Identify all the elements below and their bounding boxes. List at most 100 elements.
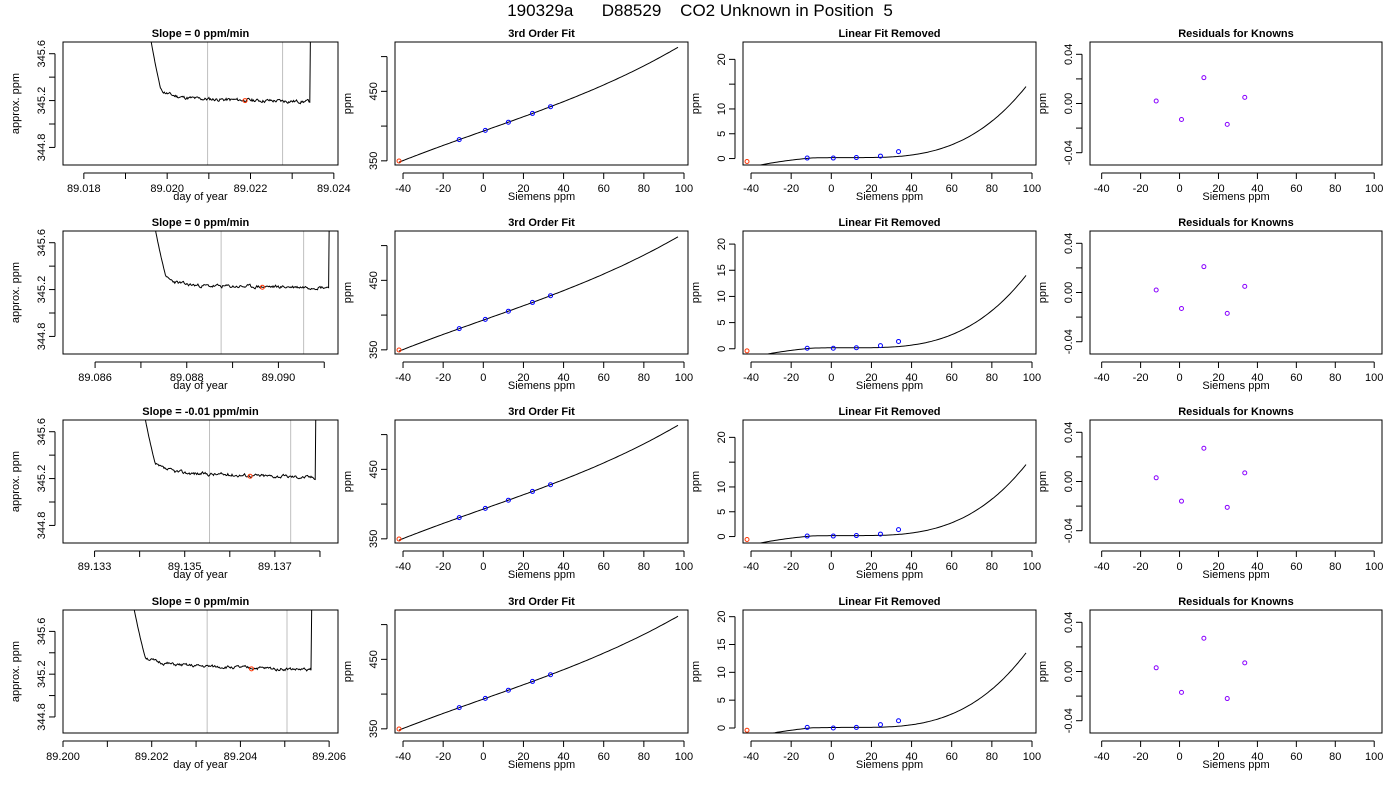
- y-tick-label: 20: [716, 238, 728, 250]
- y-tick-label: 0.00: [1063, 282, 1075, 303]
- y-tick-label: 344.8: [36, 134, 48, 162]
- x-tick-label: -40: [743, 372, 759, 384]
- y-tick-label: 345.6: [36, 229, 48, 257]
- known-point: [830, 725, 836, 731]
- plot-frame: [742, 230, 1037, 355]
- panel-2-2: 3rd Order Fit -40 -20 0 20 40 60 80 100 Siemens p…: [342, 217, 693, 392]
- y-tick-label: 0: [716, 346, 728, 352]
- y-tick-label: 0: [716, 155, 728, 161]
- x-tick-label: 80: [638, 751, 650, 763]
- y-tick-label: 0: [716, 533, 728, 539]
- x-tick-label: 89.086: [78, 372, 112, 384]
- x-tick-label: 80: [1329, 751, 1341, 763]
- y-tick-label: 345.2: [36, 87, 48, 115]
- x-tick-label: 60: [598, 183, 610, 195]
- x-tick-label: -20: [435, 372, 451, 384]
- residual-point: [1224, 696, 1230, 702]
- x-tick-label: 40: [905, 183, 917, 195]
- panel-3-4: Residuals for Knowns -40 -20 0 20 40 60 80 100 Si…: [1037, 406, 1383, 581]
- known-point: [896, 149, 902, 155]
- y-axis-label: approx. ppm: [10, 262, 22, 323]
- x-tick-label: -40: [395, 561, 411, 573]
- known-point: [804, 345, 810, 351]
- x-tick-label: 89.200: [46, 751, 80, 763]
- known-point: [877, 531, 883, 537]
- fit-curve: [398, 615, 679, 731]
- x-axis-label: Siemens ppm: [1202, 569, 1269, 581]
- x-tick-label: 100: [675, 183, 693, 195]
- x-axis-label: Siemens ppm: [508, 759, 575, 771]
- plot-frame: [62, 609, 339, 734]
- x-tick-label: 100: [1365, 372, 1383, 384]
- x-tick-label: 40: [557, 183, 569, 195]
- x-tick-label: -40: [1094, 183, 1110, 195]
- y-tick-label: 350: [368, 152, 380, 170]
- data-trace: [155, 231, 330, 291]
- plot-frame: [1089, 419, 1383, 544]
- plot-frame: [394, 419, 689, 544]
- residual-point: [1178, 116, 1184, 122]
- y-tick-label: 350: [368, 720, 380, 738]
- x-tick-label: 20: [517, 561, 529, 573]
- x-tick-label: 100: [1023, 561, 1041, 573]
- panel-4-1: Slope = 0 ppm/min 89.200 89.202 89.204 89.20…: [10, 596, 346, 771]
- plot-area: [396, 236, 679, 353]
- residual-curve: [765, 275, 1027, 354]
- x-tick-label: 60: [946, 751, 958, 763]
- mean-point: [242, 98, 248, 104]
- page-title: 190329a D88529 CO2 Unknown in Position 5: [507, 1, 893, 20]
- plot-frame: [1089, 609, 1383, 734]
- x-tick-label: 89.024: [317, 183, 351, 195]
- y-tick-label: 345.2: [36, 465, 48, 493]
- x-tick-label: -20: [783, 372, 799, 384]
- residual-point: [1201, 264, 1207, 270]
- x-axis-label: Siemens ppm: [856, 380, 923, 392]
- x-tick-label: 0: [480, 561, 486, 573]
- panel-1-4: Residuals for Knowns -40 -20 0 20 40 60 80 100 Si…: [1037, 28, 1383, 203]
- known-point: [505, 687, 511, 693]
- residual-point: [1178, 305, 1184, 311]
- y-tick-label: 450: [368, 82, 380, 100]
- x-axis-label: Siemens ppm: [1202, 759, 1269, 771]
- y-tick-label: 10: [716, 666, 728, 678]
- x-tick-label: 20: [865, 372, 877, 384]
- known-point: [853, 155, 859, 161]
- x-tick-label: 89.022: [234, 183, 268, 195]
- unknown-point: [396, 726, 402, 732]
- x-tick-label: 60: [598, 372, 610, 384]
- x-tick-label: 20: [865, 561, 877, 573]
- known-point: [529, 488, 535, 494]
- panel-title: Slope = -0.01 ppm/min: [142, 406, 259, 418]
- x-tick-label: -20: [783, 751, 799, 763]
- y-axis-label: ppm: [690, 661, 702, 682]
- x-tick-label: 20: [865, 751, 877, 763]
- y-tick-label: 344.8: [36, 323, 48, 351]
- y-tick-label: 345.6: [36, 618, 48, 646]
- known-point: [804, 724, 810, 730]
- data-trace: [150, 42, 311, 105]
- x-tick-label: 40: [1251, 183, 1263, 195]
- x-tick-label: 89.020: [150, 183, 184, 195]
- y-tick-label: 450: [368, 650, 380, 668]
- y-tick-label: 0.04: [1063, 612, 1075, 633]
- x-tick-label: 20: [1212, 183, 1224, 195]
- mean-point: [247, 473, 253, 479]
- plot-area: [150, 42, 311, 165]
- panel-1-3: Linear Fit Removed-40 -20 0 20 40 60 80 100Siem…: [690, 28, 1041, 203]
- plot-frame: [62, 419, 339, 544]
- unknown-point: [744, 348, 750, 354]
- known-point: [529, 110, 535, 116]
- x-tick-label: -40: [395, 183, 411, 195]
- known-point: [877, 153, 883, 159]
- x-axis-label: Siemens ppm: [508, 569, 575, 581]
- plot-area: [744, 464, 1027, 543]
- residual-point: [1153, 98, 1159, 104]
- x-tick-label: 40: [557, 751, 569, 763]
- x-tick-label: 100: [675, 372, 693, 384]
- panel-title: Linear Fit Removed: [838, 596, 940, 608]
- x-tick-label: 40: [557, 372, 569, 384]
- x-tick-label: 80: [986, 751, 998, 763]
- y-tick-label: 10: [716, 290, 728, 302]
- panel-title: Linear Fit Removed: [838, 406, 940, 418]
- y-tick-label: 15: [716, 264, 728, 276]
